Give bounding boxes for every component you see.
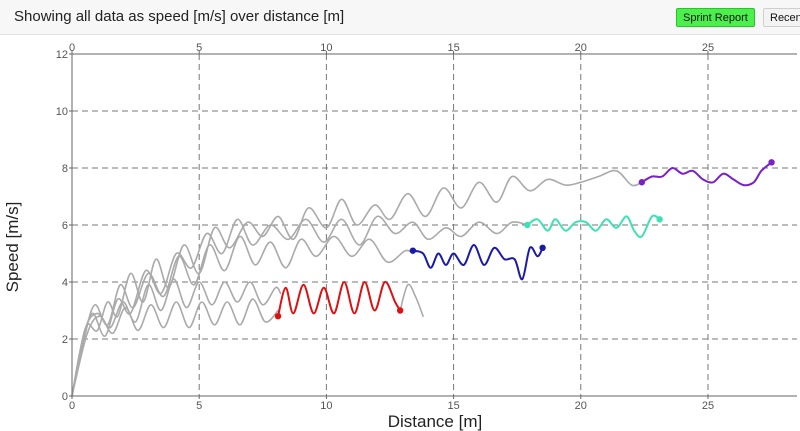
series-end-point-9: [768, 159, 775, 166]
y-tick-label: 0: [62, 391, 68, 403]
top-tick-label: 25: [702, 42, 714, 54]
top-tick-label: 5: [196, 42, 202, 54]
series-start-point-7: [409, 247, 417, 254]
top-tick-label: 10: [320, 42, 332, 54]
series-line-2: [71, 235, 414, 397]
series-end-point-8: [656, 216, 663, 223]
series-start-point-9: [638, 179, 646, 186]
series-end-point-6: [396, 307, 404, 314]
top-tick-label: 20: [575, 42, 587, 54]
series-line-9: [640, 161, 773, 187]
x-tick-label: 20: [575, 400, 587, 412]
series-line-0: [71, 169, 643, 397]
x-tick-label: 0: [69, 400, 75, 412]
top-tick-label: 0: [69, 42, 75, 54]
y-tick-label: 6: [62, 220, 68, 232]
series-line-4: [71, 298, 279, 397]
series-layer: [71, 159, 775, 397]
series-line-5: [399, 283, 424, 317]
y-axis-label: Speed [m/s]: [3, 202, 22, 293]
series-start-point-8: [524, 221, 531, 229]
recent-button[interactable]: Recent: [763, 8, 800, 27]
x-tick-label: 25: [702, 400, 714, 412]
x-axis-label: Distance [m]: [388, 412, 482, 431]
series-line-3: [71, 278, 282, 397]
top-bar: Showing all data as speed [m/s] over dis…: [0, 0, 800, 35]
series-line-6: [277, 280, 402, 318]
series-line-8: [526, 214, 661, 238]
series-start-point-6: [274, 313, 282, 320]
grid-layer: [72, 53, 797, 396]
series-line-7: [411, 244, 544, 281]
x-tick-label: 10: [320, 400, 332, 412]
sprint-report-button[interactable]: Sprint Report: [676, 8, 755, 27]
y-tick-label: 10: [56, 106, 68, 118]
x-tick-label: 15: [447, 400, 459, 412]
y-tick-label: 4: [62, 277, 68, 289]
page-title: Showing all data as speed [m/s] over dis…: [14, 8, 345, 25]
top-tick-label: 15: [447, 42, 459, 54]
y-tick-label: 12: [56, 49, 68, 61]
y-tick-label: 8: [62, 163, 68, 175]
series-end-point-7: [539, 244, 546, 251]
series-line-1: [71, 215, 529, 397]
y-tick-label: 2: [62, 334, 68, 346]
x-tick-label: 5: [196, 400, 202, 412]
